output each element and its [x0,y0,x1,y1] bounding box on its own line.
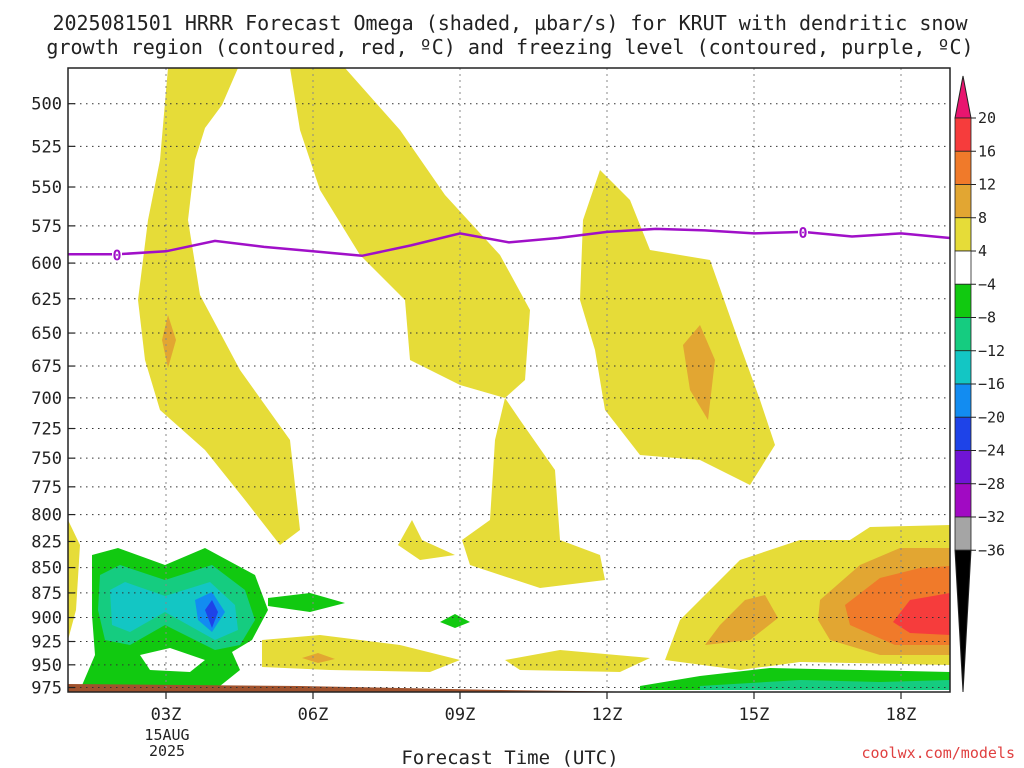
y-tick-label-750: 750 [31,449,62,469]
omega-region-darkblue-core [205,600,218,628]
colorbar-swatch-10 [954,416,972,451]
omega-region-yellow-low-left [262,635,460,672]
colorbar-swatch-8 [954,350,972,385]
y-tick-label-775: 775 [31,478,62,498]
freezing-level-label-0: 0 [112,246,121,264]
y-tick-label-575: 575 [31,217,62,237]
omega-shading [68,68,950,692]
y-tick-label-950: 950 [31,656,62,676]
x-date-month: 15AUG [144,726,189,744]
y-tick-label-850: 850 [31,559,62,579]
omega-region-white-hole-left [140,648,205,672]
colorbar-swatch-2 [954,150,972,185]
colorbar-label-13: −36 [978,541,1005,559]
x-axis: 03Z 06Z 09Z 12Z 15Z 18Z [151,692,917,725]
colorbar-bottom-triangle [954,549,972,693]
colorbar-swatch-3 [954,184,972,219]
chart-title: 2025081501 HRRR Forecast Omega (shaded, … [52,11,968,35]
colorbar-label-0: 20 [978,109,996,127]
colorbar-label-12: −32 [978,508,1005,526]
y-tick-label-500: 500 [31,95,62,115]
y-tick-label-900: 900 [31,609,62,629]
ground-surface [68,684,660,692]
omega-region-green-dot [440,614,470,628]
colorbar-label-9: −20 [978,408,1005,426]
y-tick-label-825: 825 [31,532,62,552]
x-tick-label-12: 12Z [592,705,623,725]
x-tick-label-6: 06Z [298,705,329,725]
colorbar-swatch-12 [954,483,972,518]
colorbar-label-10: −24 [978,442,1005,460]
y-tick-label-800: 800 [31,506,62,526]
omega-region-orange-tiny [302,653,335,663]
y-tick-label-875: 875 [31,584,62,604]
omega-region-yellow-central-band [290,68,605,588]
y-tick-label-675: 675 [31,357,62,377]
omega-region-teal-bottom [700,680,950,690]
colorbar-swatch-13 [954,516,972,551]
omega-region-yellow-low-mid [505,650,650,672]
y-tick-label-700: 700 [31,389,62,409]
y-axis: 500 525 550 575 600 625 650 675 700 725 750 775 800 8… [31,95,75,699]
plot-area: 00 [67,67,951,693]
omega-region-yellow-left-column [138,68,300,545]
y-tick-label-650: 650 [31,324,62,344]
omega-region-orange-left [162,315,176,368]
y-tick-label-725: 725 [31,420,62,440]
colorbar-swatch-5 [954,250,972,285]
colorbar-label-2: 12 [978,176,996,194]
colorbar-label-11: −28 [978,475,1005,493]
colorbar-swatch-7 [954,317,972,352]
y-tick-label-625: 625 [31,290,62,310]
y-tick-label-600: 600 [31,254,62,274]
y-tick-label-525: 525 [31,137,62,157]
freezing-label-bg-0 [112,246,122,263]
freezing-level-contour: 00 [68,223,951,264]
x-axis-label: Forecast Time (UTC) [401,747,618,768]
omega-region-yellow-small-blob [398,520,455,560]
colorbar-label-1: 16 [978,142,996,160]
x-tick-label-3: 03Z [151,705,182,725]
omega-region-yellow-edge-left [68,520,80,640]
colorbar-label-3: 8 [978,209,987,227]
colorbar: 20 16 12 8 4 −4 −8 −12 −16 −20 −24 −28 −32 −36 [954,75,1005,693]
colorbar-label-8: −16 [978,375,1005,393]
freezing-level-label-1: 0 [798,224,807,242]
colorbar-swatch-6 [954,283,972,318]
colorbar-label-4: 4 [978,242,987,260]
y-tick-label-975: 975 [31,679,62,699]
omega-region-orange-right [683,325,715,420]
omega-region-red-core [893,593,950,635]
y-tick-label-550: 550 [31,178,62,198]
colorbar-swatch-9 [954,383,972,418]
colorbar-swatch-11 [954,450,972,485]
omega-region-orange-mid-low [705,595,778,645]
x-date-year: 2025 [149,742,185,760]
x-tick-label-9: 09Z [445,705,476,725]
colorbar-swatch-1 [954,117,972,152]
omega-region-yellow-right-band [580,170,775,485]
x-tick-label-18: 18Z [886,705,917,725]
y-tick-label-925: 925 [31,633,62,653]
colorbar-label-5: −4 [978,275,996,293]
colorbar-label-6: −8 [978,309,996,327]
chart-subtitle: growth region (contoured, red, ºC) and f… [46,35,973,59]
freezing-label-bg-1 [798,223,808,240]
x-tick-label-15: 15Z [739,705,770,725]
plot-frame [67,67,951,693]
grid-lines [68,68,950,692]
colorbar-label-7: −12 [978,342,1005,360]
omega-region-green-streak [268,593,345,612]
credit-link[interactable]: coolwx.com/models [861,744,1015,762]
colorbar-swatch-4 [954,217,972,252]
